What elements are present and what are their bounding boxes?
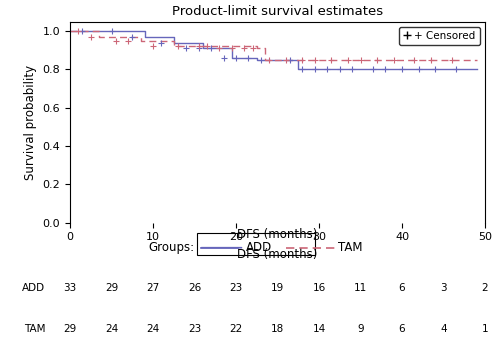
- Point: [207, 46, 215, 51]
- Text: Groups:: Groups:: [148, 241, 194, 254]
- Title: Product-limit survival estimates: Product-limit survival estimates: [172, 5, 383, 18]
- Point: [348, 66, 356, 72]
- Text: ADD: ADD: [246, 241, 272, 254]
- Point: [108, 28, 116, 34]
- Point: [182, 46, 190, 51]
- Text: 3: 3: [440, 283, 447, 293]
- X-axis label: DFS (months): DFS (months): [238, 248, 318, 261]
- Point: [128, 34, 136, 40]
- Point: [398, 66, 406, 72]
- Point: [232, 55, 240, 61]
- Point: [324, 66, 332, 72]
- Text: 16: 16: [312, 283, 326, 293]
- Point: [311, 57, 319, 63]
- Point: [87, 34, 95, 40]
- Point: [174, 43, 182, 49]
- Text: 22: 22: [230, 324, 242, 334]
- Text: 2: 2: [482, 283, 488, 293]
- Point: [369, 66, 377, 72]
- Point: [158, 40, 166, 46]
- Point: [216, 46, 224, 51]
- Text: 18: 18: [271, 324, 284, 334]
- Text: 24: 24: [105, 324, 118, 334]
- Point: [298, 57, 306, 63]
- Point: [74, 28, 82, 34]
- Point: [228, 46, 236, 51]
- Point: [448, 57, 456, 63]
- Point: [452, 66, 460, 72]
- Point: [356, 57, 364, 63]
- Text: 23: 23: [230, 283, 242, 293]
- Point: [410, 57, 418, 63]
- Text: 29: 29: [105, 283, 118, 293]
- Text: 6: 6: [398, 324, 406, 334]
- Point: [265, 57, 273, 63]
- Point: [373, 57, 381, 63]
- Point: [112, 38, 120, 43]
- Text: 29: 29: [64, 324, 76, 334]
- Point: [149, 43, 157, 49]
- Text: TAM: TAM: [338, 241, 362, 254]
- Point: [282, 57, 290, 63]
- Point: [336, 66, 344, 72]
- Point: [311, 66, 319, 72]
- Point: [248, 46, 256, 51]
- Point: [427, 57, 435, 63]
- Text: 1: 1: [482, 324, 488, 334]
- Point: [298, 66, 306, 72]
- Text: 33: 33: [64, 283, 76, 293]
- Text: 24: 24: [146, 324, 160, 334]
- Point: [124, 38, 132, 43]
- Point: [328, 57, 336, 63]
- Bar: [196, 233, 315, 255]
- Point: [390, 57, 398, 63]
- Point: [414, 66, 422, 72]
- Text: 23: 23: [188, 324, 201, 334]
- Text: 4: 4: [440, 324, 447, 334]
- Point: [240, 46, 248, 51]
- Point: [78, 28, 86, 34]
- Legend: + Censored: + Censored: [399, 27, 480, 45]
- Text: 11: 11: [354, 283, 367, 293]
- Point: [194, 46, 202, 51]
- Text: 26: 26: [188, 283, 201, 293]
- Point: [382, 66, 390, 72]
- Text: 27: 27: [146, 283, 160, 293]
- Text: 6: 6: [398, 283, 406, 293]
- Point: [286, 57, 294, 63]
- Text: DFS (months): DFS (months): [238, 228, 318, 241]
- Point: [431, 66, 439, 72]
- Point: [203, 43, 211, 49]
- Text: 14: 14: [312, 324, 326, 334]
- Point: [220, 55, 228, 61]
- Text: 9: 9: [357, 324, 364, 334]
- Point: [194, 43, 202, 49]
- Point: [344, 57, 352, 63]
- Point: [244, 55, 252, 61]
- Y-axis label: Survival probability: Survival probability: [24, 65, 37, 180]
- Text: 19: 19: [271, 283, 284, 293]
- Text: ADD: ADD: [22, 283, 45, 293]
- Text: TAM: TAM: [24, 324, 45, 334]
- Point: [257, 57, 265, 63]
